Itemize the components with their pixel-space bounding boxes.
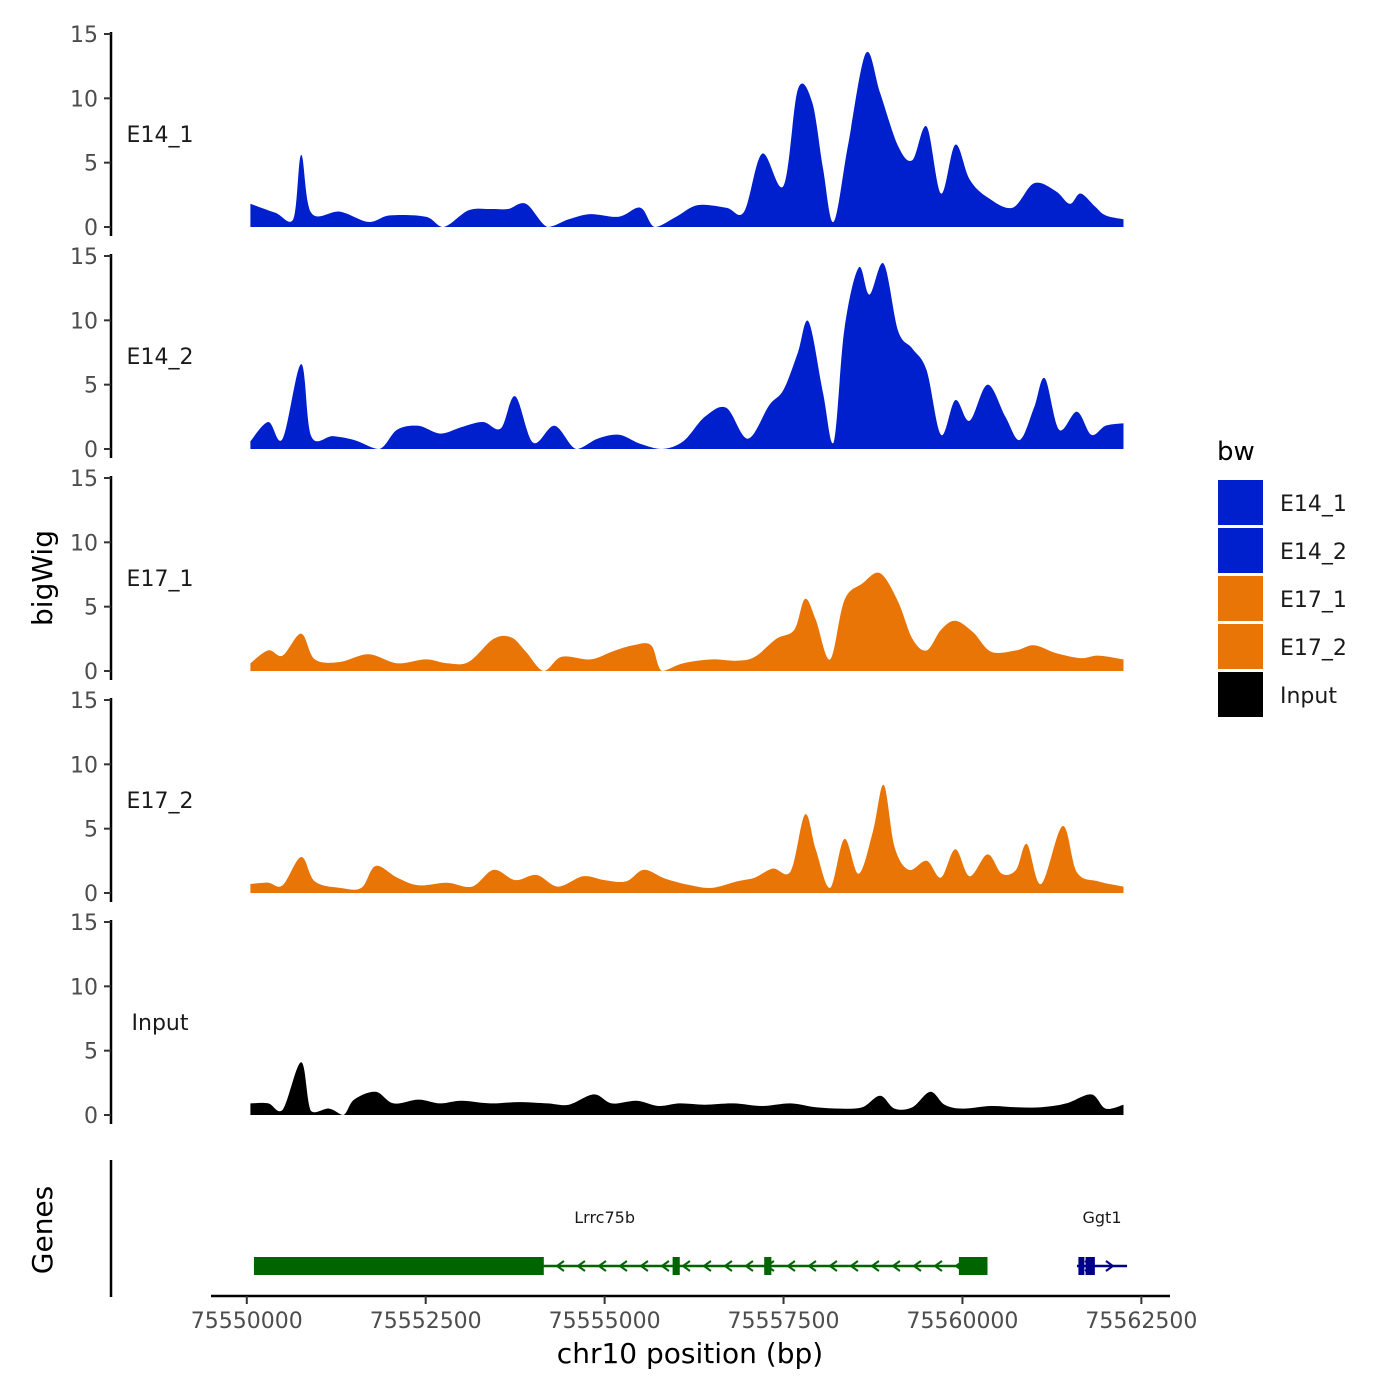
- strand-arrow: [639, 1260, 649, 1272]
- y-tick-label: 15: [70, 23, 98, 48]
- strand-arrow: [681, 1260, 691, 1272]
- strand-arrow: [660, 1260, 670, 1272]
- y-tick-label: 10: [70, 87, 98, 112]
- y-tick-label: 5: [84, 374, 98, 399]
- y-tick-label: 10: [70, 753, 98, 778]
- strand-arrow: [702, 1260, 712, 1272]
- track-e17-2: 0 5 10 15 E17_2: [70, 689, 1124, 907]
- genes-panel-title: Genes: [26, 1186, 59, 1274]
- track-label: E14_2: [127, 345, 194, 370]
- strand-arrow: [849, 1260, 859, 1272]
- exon-block: [672, 1257, 680, 1275]
- strand-arrow: [1105, 1260, 1115, 1272]
- coverage-area-input: [250, 1062, 1124, 1115]
- y-tick-label: 0: [84, 1104, 98, 1129]
- x-axis-title: chr10 position (bp): [557, 1337, 823, 1370]
- x-tick-label: 75552500: [370, 1309, 482, 1334]
- track-label: E14_1: [127, 123, 194, 148]
- y-tick-label: 10: [70, 975, 98, 1000]
- y-tick-label: 5: [84, 596, 98, 621]
- coverage-area-e14-1: [250, 51, 1124, 227]
- strand-arrow: [828, 1260, 838, 1272]
- y-tick-label: 0: [84, 216, 98, 241]
- coverage-area-e17-1: [250, 572, 1124, 671]
- coverage-tracks: 0 5 10 15 E14_1 0 5 10 15 E14_2 0 5 10 15 E17_1 0 5 10 15 E…: [70, 23, 1124, 1129]
- x-axis-ticks: 75550000 75552500 75555000 75557500 75560000…: [191, 1296, 1197, 1334]
- track-e14-1: 0 5 10 15 E14_1: [70, 23, 1124, 241]
- strand-arrow: [891, 1260, 901, 1272]
- y-tick-label: 0: [84, 438, 98, 463]
- legend: bw E14_1 E14_2 E17_1 E17_2 Input: [1217, 437, 1347, 717]
- legend-label: E14_1: [1280, 492, 1347, 517]
- legend-swatch-e17-2: [1218, 624, 1263, 669]
- legend-label: Input: [1280, 684, 1337, 709]
- exon-block: [1078, 1257, 1085, 1275]
- x-tick-label: 75560000: [906, 1309, 1018, 1334]
- y-tick-label: 0: [84, 882, 98, 907]
- strand-arrow: [933, 1260, 943, 1272]
- gene-label: Ggt1: [1083, 1208, 1122, 1227]
- y-tick-label: 10: [70, 309, 98, 334]
- track-input: 0 5 10 15 Input: [70, 911, 1124, 1129]
- gene-label: Lrrc75b: [574, 1208, 635, 1227]
- y-tick-label: 0: [84, 660, 98, 685]
- coverage-area-e17-2: [250, 784, 1124, 893]
- strand-arrow: [597, 1260, 607, 1272]
- y-axis-title: bigWig: [26, 530, 59, 626]
- y-tick-label: 5: [84, 1040, 98, 1065]
- strand-arrow: [807, 1260, 817, 1272]
- strand-arrow: [786, 1260, 796, 1272]
- strand-arrow: [618, 1260, 628, 1272]
- track-e14-2: 0 5 10 15 E14_2: [70, 245, 1124, 463]
- x-tick-label: 75557500: [728, 1309, 840, 1334]
- strand-arrow: [870, 1260, 880, 1272]
- legend-title: bw: [1217, 437, 1255, 467]
- strand-arrow: [555, 1260, 565, 1272]
- gene-annotation-panel: Lrrc75b Ggt1: [109, 1160, 1128, 1297]
- track-label: Input: [132, 1011, 189, 1036]
- track-e17-1: 0 5 10 15 E17_1: [70, 467, 1124, 685]
- legend-swatch-e17-1: [1218, 576, 1263, 621]
- legend-label: E14_2: [1280, 540, 1347, 565]
- exon-block: [764, 1257, 772, 1275]
- legend-label: E17_1: [1280, 588, 1347, 613]
- track-label: E17_1: [127, 567, 194, 592]
- gene-ggt1: Ggt1: [1076, 1208, 1128, 1275]
- legend-swatch-e14-1: [1218, 480, 1263, 525]
- y-tick-label: 10: [70, 531, 98, 556]
- legend-swatch-input: [1218, 672, 1263, 717]
- coverage-area-e14-2: [250, 263, 1124, 449]
- y-tick-label: 5: [84, 818, 98, 843]
- strand-arrow: [576, 1260, 586, 1272]
- y-tick-label: 15: [70, 467, 98, 492]
- x-tick-label: 75562500: [1085, 1309, 1197, 1334]
- strand-arrow: [744, 1260, 754, 1272]
- y-tick-label: 15: [70, 245, 98, 270]
- y-tick-label: 5: [84, 152, 98, 177]
- strand-arrow: [912, 1260, 922, 1272]
- exon-block: [958, 1257, 988, 1275]
- exon-block: [253, 1257, 544, 1275]
- legend-label: E17_2: [1280, 636, 1347, 661]
- x-tick-label: 75555000: [549, 1309, 661, 1334]
- gene-lrrc75b: Lrrc75b: [253, 1208, 988, 1275]
- y-tick-label: 15: [70, 689, 98, 714]
- track-label: E17_2: [127, 789, 194, 814]
- legend-swatch-e14-2: [1218, 528, 1263, 573]
- x-tick-label: 75550000: [191, 1309, 303, 1334]
- y-tick-label: 15: [70, 911, 98, 936]
- strand-arrow: [723, 1260, 733, 1272]
- exon-block: [1085, 1257, 1095, 1275]
